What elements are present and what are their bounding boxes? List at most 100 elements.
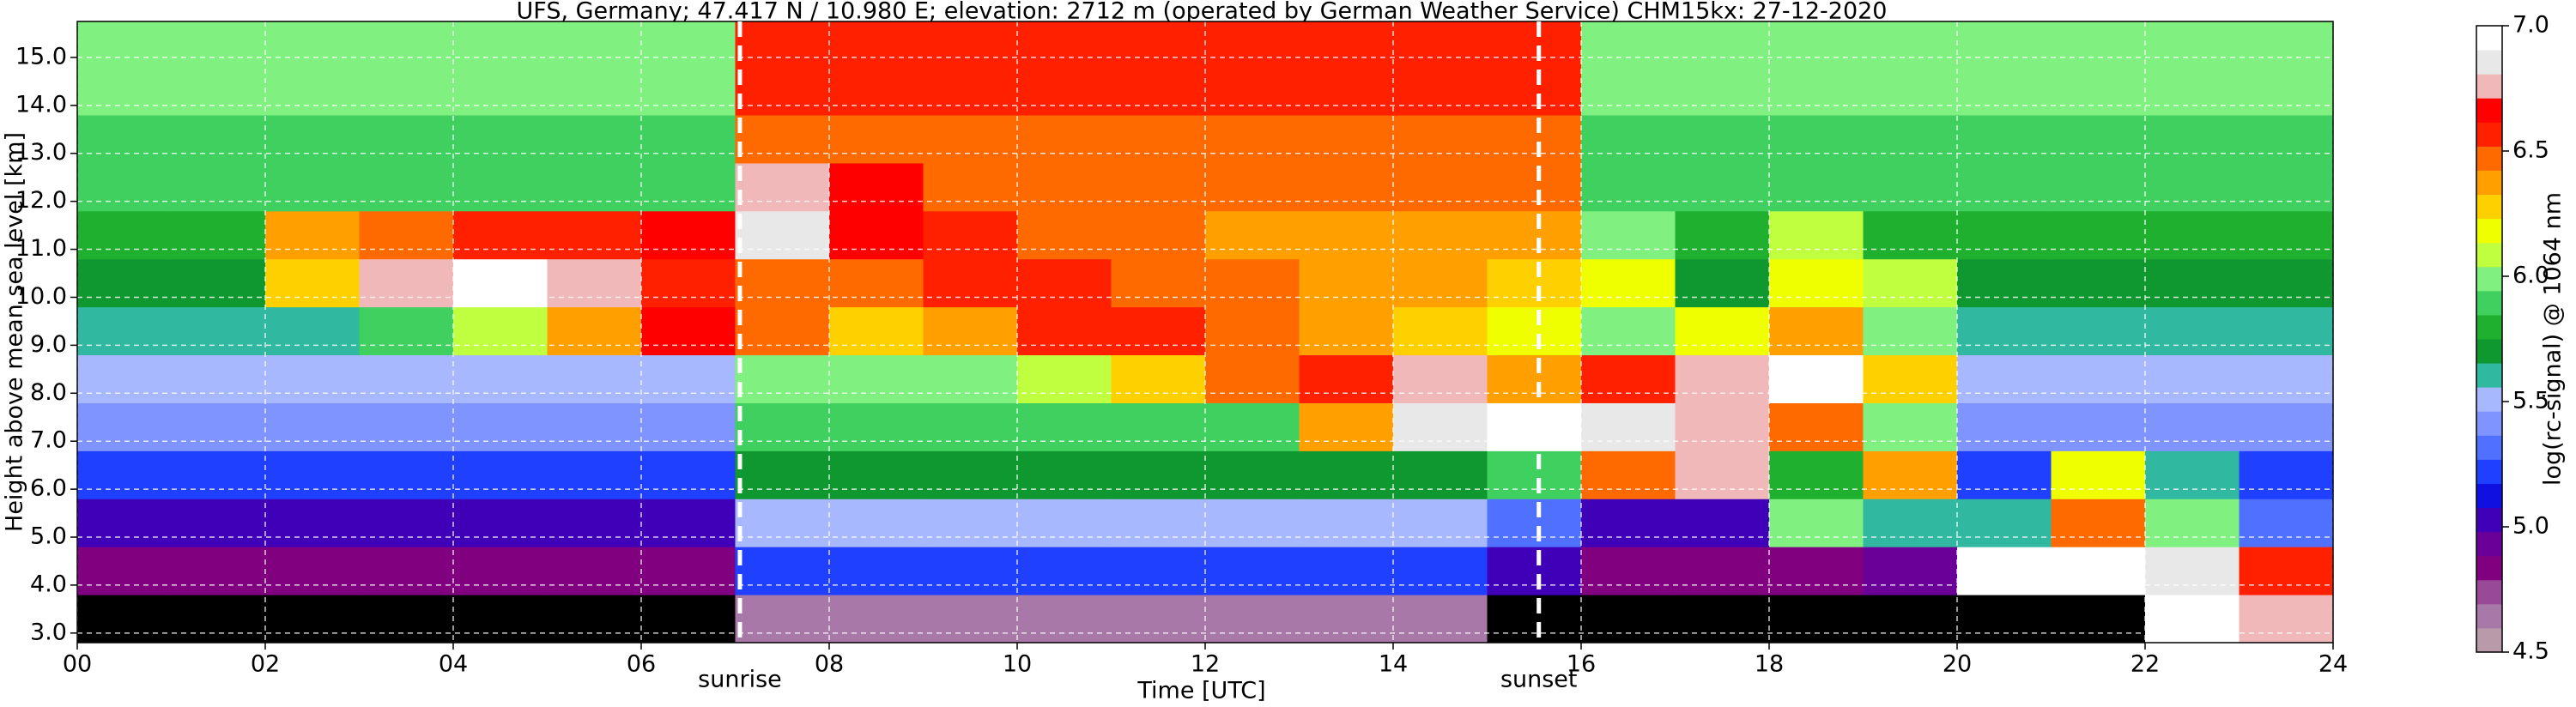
heatmap-cell: [1769, 67, 1864, 116]
heatmap-cell: [171, 115, 266, 164]
y-tick-label: 10.0: [15, 283, 67, 310]
heatmap-cell: [1769, 354, 1864, 403]
heatmap-cell: [1487, 258, 1582, 308]
heatmap-cell: [1769, 162, 1864, 212]
heatmap-cell: [735, 499, 830, 547]
colorbar-band: [2476, 74, 2502, 99]
heatmap-cell: [1299, 258, 1394, 308]
colorbar-band: [2476, 170, 2502, 196]
heatmap-cell: [265, 354, 360, 403]
heatmap-cell: [1769, 450, 1864, 499]
heatmap-cell: [171, 354, 266, 403]
heatmap-cell: [1299, 450, 1394, 499]
heatmap-cell: [547, 499, 642, 547]
heatmap-cell: [1581, 499, 1676, 547]
heatmap-cell: [923, 547, 1018, 595]
heatmap-cell: [829, 258, 924, 308]
heatmap-cell: [1111, 354, 1206, 403]
heatmap-cell: [1111, 115, 1206, 164]
heatmap-cell: [1111, 402, 1206, 451]
colorbar-band: [2476, 50, 2502, 75]
heatmap-cell: [359, 258, 454, 308]
heatmap-cell: [2145, 595, 2240, 644]
heatmap-cell: [1487, 162, 1582, 212]
heatmap-cell: [1675, 595, 1770, 644]
colorbar-band: [2476, 483, 2502, 509]
heatmap-cell: [547, 354, 642, 403]
heatmap-cell: [829, 67, 924, 116]
heatmap-cell: [1487, 306, 1582, 356]
heatmap-cell: [735, 162, 830, 212]
heatmap-cell: [1111, 499, 1206, 547]
heatmap-cell: [77, 21, 172, 68]
heatmap-cell: [1863, 67, 1958, 116]
heatmap-cell: [1393, 595, 1488, 644]
heatmap-cell: [265, 595, 360, 644]
heatmap-cell: [265, 21, 360, 68]
heatmap-cell: [1957, 402, 2052, 451]
heatmap-cell: [453, 499, 548, 547]
colorbar-band: [2476, 555, 2502, 581]
heatmap-cell: [735, 210, 830, 260]
heatmap-cell: [1957, 450, 2052, 499]
heatmap-cell: [2051, 210, 2146, 260]
heatmap-cell: [2145, 402, 2240, 451]
heatmap-cell: [1957, 354, 2052, 403]
heatmap-cell: [923, 354, 1018, 403]
x-tick-label: 00: [63, 651, 92, 678]
heatmap-cell: [735, 354, 830, 403]
heatmap-cell: [453, 115, 548, 164]
heatmap-cell: [2145, 354, 2240, 403]
heatmap-cell: [2145, 115, 2240, 164]
heatmap-cell: [77, 547, 172, 595]
heatmap-cell: [735, 21, 830, 68]
heatmap-cell: [453, 450, 548, 499]
heatmap-cell: [77, 402, 172, 451]
heatmap-cell: [829, 547, 924, 595]
heatmap-cell: [1863, 499, 1958, 547]
heatmap-cell: [1957, 595, 2052, 644]
colorbar-tick-label: 4.5: [2512, 638, 2549, 665]
heatmap-cell: [2239, 210, 2334, 260]
x-tick-label: 24: [2318, 651, 2348, 678]
x-tick-label: 16: [1567, 651, 1596, 678]
x-axis-label: Time [UTC]: [1136, 678, 1265, 704]
heatmap-cell: [829, 210, 924, 260]
y-tick-label: 6.0: [30, 475, 67, 502]
heatmap-cell: [1205, 115, 1300, 164]
heatmap-cell: [923, 450, 1018, 499]
heatmap-cell: [735, 258, 830, 308]
heatmap-cell: [1487, 450, 1582, 499]
heatmap-cell: [77, 210, 172, 260]
heatmap-cell: [923, 499, 1018, 547]
heatmap-cell: [1205, 499, 1300, 547]
heatmap-cell: [1581, 547, 1676, 595]
colorbar-band: [2476, 507, 2502, 533]
heatmap-cell: [1111, 67, 1206, 116]
heatmap-cell: [1017, 21, 1112, 68]
heatmap-cell: [829, 21, 924, 68]
heatmap-cell: [77, 450, 172, 499]
heatmap-cell: [1769, 595, 1864, 644]
heatmap-cell: [1957, 162, 2052, 212]
heatmap-cell: [359, 547, 454, 595]
colorbar-band: [2476, 146, 2502, 171]
colorbar-frame: [2476, 25, 2503, 653]
heatmap-cell: [1769, 402, 1864, 451]
heatmap-cell: [2051, 547, 2146, 595]
heatmap-cell: [1769, 210, 1864, 260]
heatmap-cell: [735, 547, 830, 595]
heatmap-cell: [1581, 595, 1676, 644]
heatmap-cell: [1957, 67, 2052, 116]
heatmap-cell: [2239, 450, 2334, 499]
heatmap-cell: [2239, 306, 2334, 356]
colorbar-band: [2476, 218, 2502, 244]
heatmap-cell: [2051, 162, 2146, 212]
heatmap-cell: [453, 258, 548, 308]
heatmap-cell: [1017, 547, 1112, 595]
heatmap-cell: [1111, 21, 1206, 68]
heatmap-cell: [359, 210, 454, 260]
heatmap-cell: [641, 258, 736, 308]
heatmap-cell: [2239, 354, 2334, 403]
heatmap-cell: [359, 595, 454, 644]
